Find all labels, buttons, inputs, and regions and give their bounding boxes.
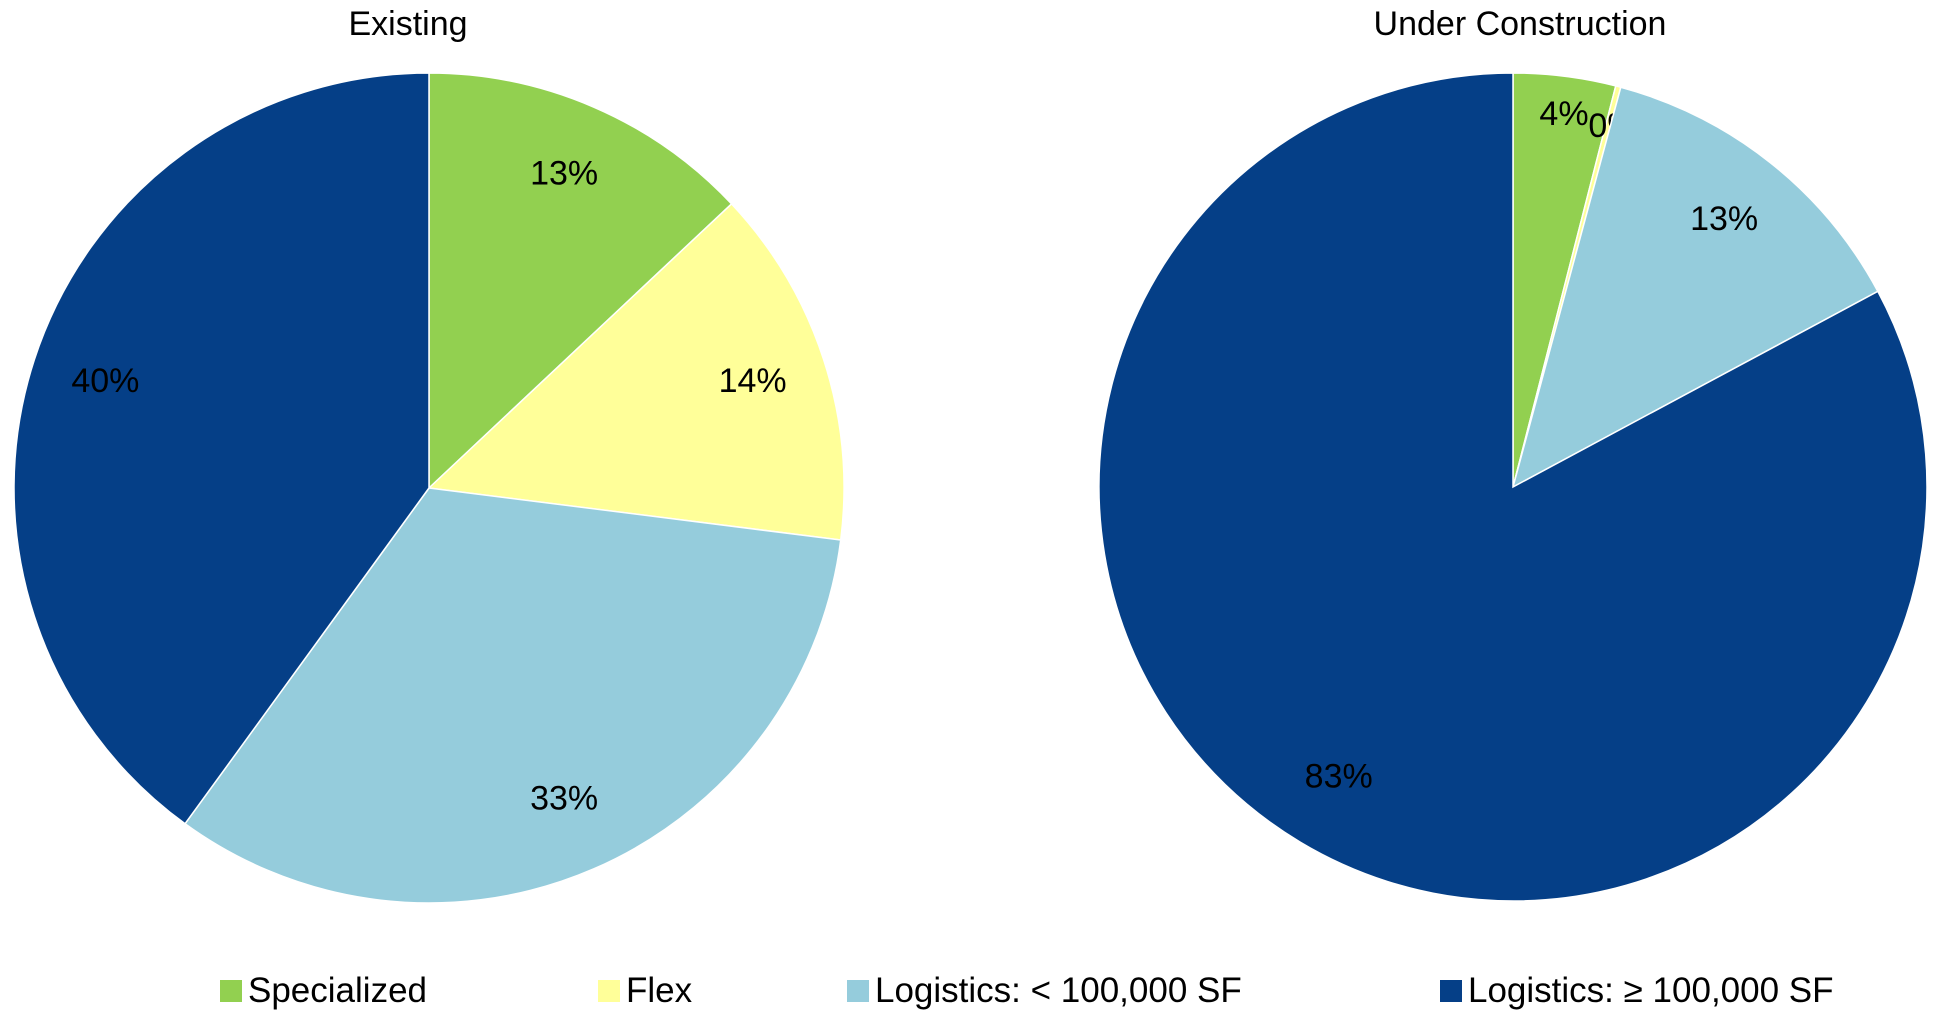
legend-label-logistics-large: Logistics: ≥ 100,000 SF xyxy=(1468,971,1834,1010)
pie-slice-under-construction-logistics-100-000-sf xyxy=(1511,86,1879,489)
pie-charts: 13%14%33%40% 4%0%13%83% xyxy=(13,72,1928,904)
legend: Specialized Flex Logistics: < 100,000 SF… xyxy=(0,966,1936,1016)
pie-existing: 13% 14% 33% 40% xyxy=(13,72,845,904)
legend-item-flex: Flex xyxy=(598,966,692,1016)
legend-label-flex: Flex xyxy=(626,971,693,1010)
legend-label-specialized: Specialized xyxy=(248,971,427,1010)
data-label-existing-logistics-100-000-sf: 40% xyxy=(71,362,139,400)
data-label-existing-specialized: 13% xyxy=(530,155,598,193)
legend-item-logistics-large: Logistics: ≥ 100,000 SF xyxy=(1440,966,1834,1016)
data-label-under-construction-logistics-100-000-sf: 83% xyxy=(1305,757,1373,795)
pie-under-construction: 4%0%13%83% xyxy=(1098,72,1928,902)
data-label-existing-flex: 14% xyxy=(719,362,787,400)
pie-slice-existing-specialized xyxy=(428,72,733,490)
data-label-under-construction-specialized: 4% xyxy=(1539,95,1588,133)
legend-label-logistics-small: Logistics: < 100,000 SF xyxy=(875,971,1242,1010)
legend-item-logistics-small: Logistics: < 100,000 SF xyxy=(847,966,1242,1016)
legend-swatch-logistics-small xyxy=(847,980,869,1002)
pie-slice-existing-logistics-100-000-sf xyxy=(184,487,842,904)
data-label-existing-logistics-100-000-sf: 33% xyxy=(530,779,598,817)
legend-item-specialized: Specialized xyxy=(220,966,427,1016)
legend-swatch-flex xyxy=(598,980,620,1002)
legend-swatch-specialized xyxy=(220,980,242,1002)
chart-title-existing: Existing xyxy=(348,5,468,43)
pie-slice-existing-flex xyxy=(427,202,845,541)
pie-slice-under-construction-logistics-100-000-sf xyxy=(1098,72,1928,902)
pie-slice-existing-logistics-100-000-sf xyxy=(13,72,430,825)
legend-swatch-logistics-large xyxy=(1440,980,1462,1002)
chart-title-under-construction: Under Construction xyxy=(1373,5,1667,43)
data-label-under-construction-logistics-100-000-sf: 13% xyxy=(1690,200,1758,238)
